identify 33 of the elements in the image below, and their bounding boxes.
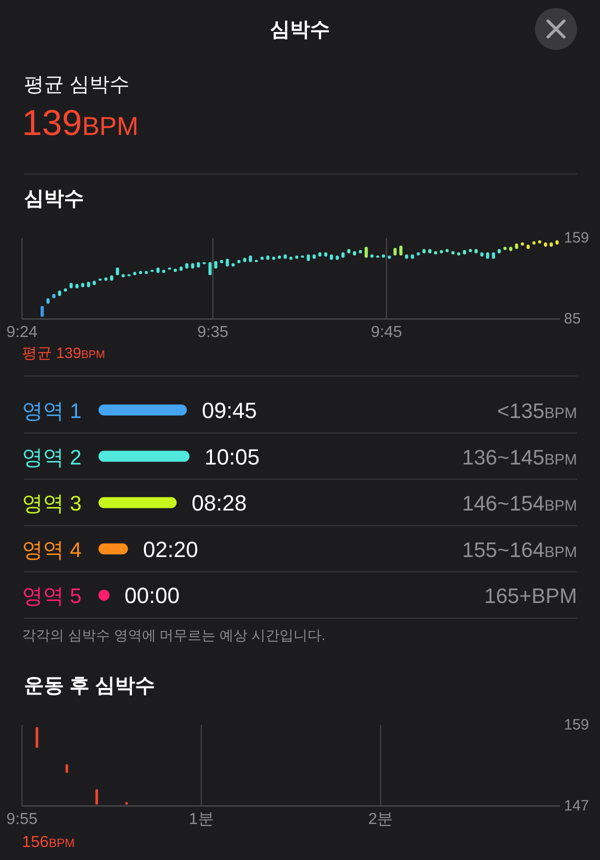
annotation: <135BPM	[497, 400, 577, 423]
title: 운동 후 심박수	[24, 675, 156, 697]
category-label: 영역 3	[22, 492, 82, 516]
category-label: 영역 1	[22, 400, 82, 423]
value-label: 10:05	[204, 444, 260, 470]
x-tick-label: 2분	[368, 811, 394, 828]
annotation: 평균 139BPM	[22, 345, 106, 362]
x-tick-label: 9:35	[197, 324, 228, 341]
y-tick-label: 147	[564, 798, 590, 814]
x-tick-label: 1분	[188, 811, 214, 828]
annotation: 139BPM	[22, 102, 138, 143]
x-tick-label: 9:24	[6, 324, 38, 341]
annotation: 각각의 심박수 영역에 머무르는 예상 시간입니다.	[22, 627, 326, 643]
value-label: 09:45	[202, 398, 257, 423]
title: 심박수	[24, 188, 84, 210]
value-label: 02:20	[143, 536, 198, 562]
annotation: 156BPM	[22, 834, 75, 851]
annotation: 평균 심박수	[24, 74, 130, 96]
x-tick-label: 9:45	[370, 324, 402, 341]
value-label: 00:00	[124, 583, 180, 608]
category-label: 영역 4	[22, 538, 82, 562]
value-label: 08:28	[192, 490, 247, 516]
category-label: 영역 5	[22, 585, 82, 608]
annotation: 136~145BPM	[462, 446, 577, 470]
x-tick-label: 9:55	[6, 811, 38, 828]
y-tick-label: 85	[564, 310, 581, 328]
y-tick-label: 159	[564, 230, 590, 246]
annotation: 146~154BPM	[462, 492, 577, 516]
title: 심박수	[270, 19, 330, 41]
category-label: 영역 2	[22, 446, 82, 470]
annotation: 165+BPM	[484, 585, 577, 608]
y-tick-label: 159	[564, 716, 590, 734]
annotation: 155~164BPM	[462, 538, 577, 562]
